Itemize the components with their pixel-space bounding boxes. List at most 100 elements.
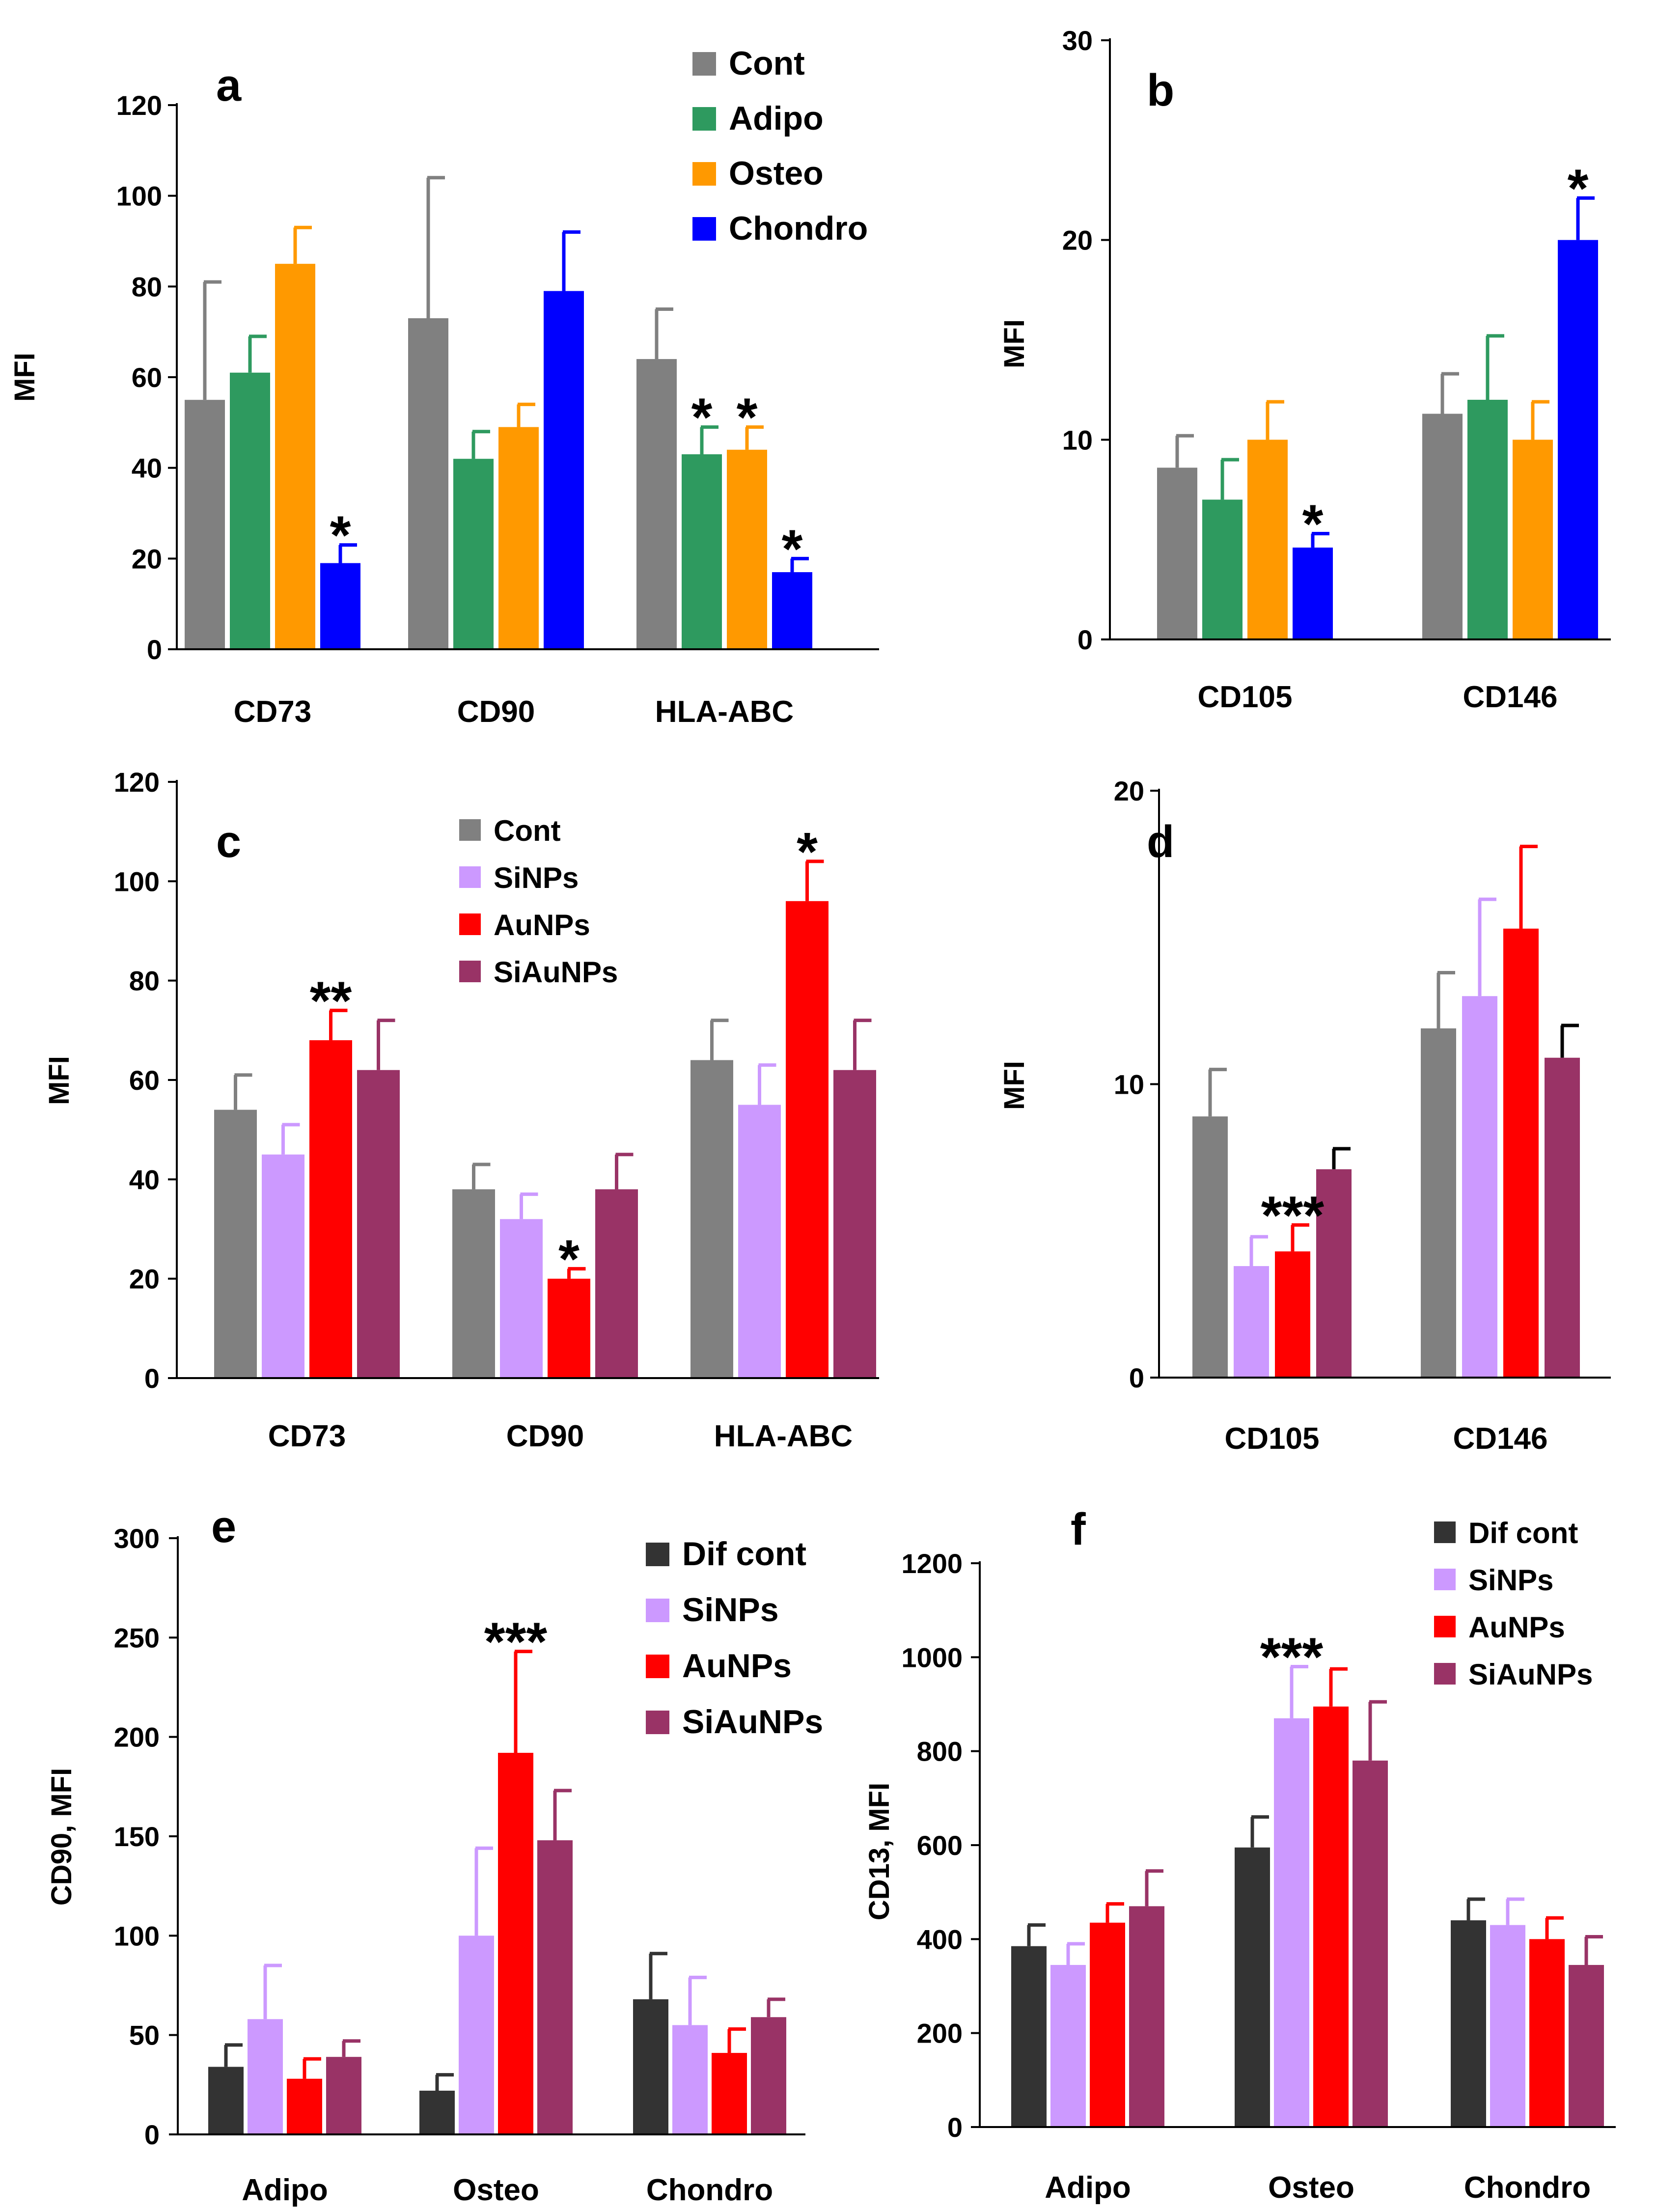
legend-label: Dif cont <box>682 1535 806 1573</box>
chart-panel-e: 050100150200250300Adipo Osteo ChondroCD90,… <box>46 1502 823 2207</box>
bar <box>287 2079 322 2134</box>
bar <box>1129 1906 1164 2127</box>
legend-label: SiNPs <box>494 861 579 894</box>
bar <box>738 1105 781 1378</box>
significance-marker: * <box>797 822 818 882</box>
y-tick-label: 100 <box>114 866 160 897</box>
legend-swatch <box>1434 1663 1456 1685</box>
y-tick-label: 150 <box>114 1821 160 1852</box>
y-tick-label: 120 <box>114 767 160 798</box>
legend-swatch <box>459 961 481 982</box>
legend-label: Cont <box>494 814 561 847</box>
significance-marker: * <box>330 505 351 566</box>
bar <box>185 400 225 649</box>
y-tick-label: 20 <box>132 543 162 574</box>
bar <box>1422 414 1463 639</box>
bar <box>248 2019 283 2134</box>
significance-marker: * <box>1568 158 1589 219</box>
legend-swatch <box>692 52 716 76</box>
bar <box>548 1279 590 1378</box>
y-tick-label: 250 <box>114 1622 160 1653</box>
bar <box>682 454 722 649</box>
legend-swatch <box>692 162 716 186</box>
legend-swatch <box>692 217 716 241</box>
bar <box>1050 1965 1086 2127</box>
bar <box>1202 499 1243 639</box>
bar <box>1451 1920 1486 2127</box>
chart-panel-f: 0 200 400 600 800 1000 1200 Adipo Osteo Chondro CD… <box>863 1504 1616 2205</box>
chart-panel-d: 0 10 20 CD105 CD146 MFI d *** <box>998 775 1611 1456</box>
significance-marker: * <box>737 387 758 448</box>
significance-marker: * <box>691 387 713 448</box>
bar <box>1490 1925 1525 2127</box>
y-tick-label: 10 <box>1062 424 1093 455</box>
legend-swatch <box>646 1543 669 1566</box>
panel-label: f <box>1071 1504 1086 1554</box>
bar <box>326 2057 361 2134</box>
y-tick-label: 0 <box>144 1363 160 1394</box>
y-axis-label: MFI <box>43 1056 75 1105</box>
y-tick-label: 40 <box>129 1164 160 1195</box>
legend-label: SiAuNPs <box>682 1703 823 1741</box>
y-tick-label: 10 <box>1114 1069 1144 1100</box>
bar <box>751 2017 786 2134</box>
bar <box>1275 1251 1310 1378</box>
legend-label: SiAuNPs <box>494 956 618 989</box>
bar <box>595 1189 638 1378</box>
bar <box>230 373 270 649</box>
category-label: Chondro <box>1464 2171 1591 2205</box>
panel-label: e <box>211 1502 236 1552</box>
bar <box>357 1070 400 1378</box>
bar <box>1313 1707 1349 2127</box>
bar <box>772 572 812 649</box>
bar <box>1011 1946 1047 2127</box>
significance-marker: * <box>1302 494 1324 554</box>
panel-label: c <box>216 817 241 867</box>
y-tick-label: 400 <box>917 1924 963 1955</box>
y-tick-label: 200 <box>917 2018 963 2049</box>
bar <box>833 1070 876 1378</box>
bar <box>408 318 448 649</box>
y-tick-label: 100 <box>114 1920 160 1951</box>
category-label: CD90 <box>457 695 535 729</box>
legend: Dif cont SiNPs AuNPs SiAuNPs <box>646 1535 823 1741</box>
category-label: HLA-ABC <box>655 695 794 729</box>
category-label: Adipo <box>242 2173 328 2207</box>
y-tick-label: 1000 <box>901 1642 963 1673</box>
legend-label: SiNPs <box>1468 1564 1553 1597</box>
legend-swatch <box>459 819 481 841</box>
bar <box>1558 240 1598 639</box>
legend-swatch <box>1434 1569 1456 1590</box>
bar <box>320 563 360 649</box>
bar <box>309 1040 352 1378</box>
legend-label: Cont <box>729 45 805 82</box>
legend-label: Adipo <box>729 100 824 137</box>
bar <box>419 2091 455 2134</box>
category-label: Osteo <box>1268 2171 1354 2205</box>
bar <box>498 1753 533 2134</box>
bar <box>636 359 677 649</box>
significance-marker: *** <box>1261 1185 1325 1245</box>
bar <box>1274 1718 1309 2127</box>
y-axis-label: CD13, MFI <box>863 1783 895 1920</box>
legend-label: AuNPs <box>682 1647 792 1685</box>
bar <box>1421 1028 1456 1378</box>
y-tick-label: 1200 <box>901 1548 963 1579</box>
y-tick-label: 40 <box>132 453 162 484</box>
legend-label: Osteo <box>729 155 824 192</box>
legend-swatch <box>459 866 481 888</box>
figure: 020406080100120CD73 CD90 HLA-ABCMFIa** **Co… <box>0 0 1657 2212</box>
bar <box>275 264 315 649</box>
legend-swatch <box>1434 1521 1456 1543</box>
bar <box>1529 1939 1565 2127</box>
y-tick-label: 20 <box>1114 775 1144 806</box>
y-tick-label: 0 <box>947 2112 963 2143</box>
category-label: HLA-ABC <box>714 1419 853 1453</box>
legend-swatch <box>646 1655 669 1678</box>
legend-label: SiNPs <box>682 1591 779 1629</box>
y-tick-label: 80 <box>132 271 162 302</box>
y-tick-label: 0 <box>147 634 162 665</box>
bar <box>1353 1761 1388 2127</box>
panel-label: a <box>216 60 242 111</box>
bar <box>1235 1848 1270 2127</box>
